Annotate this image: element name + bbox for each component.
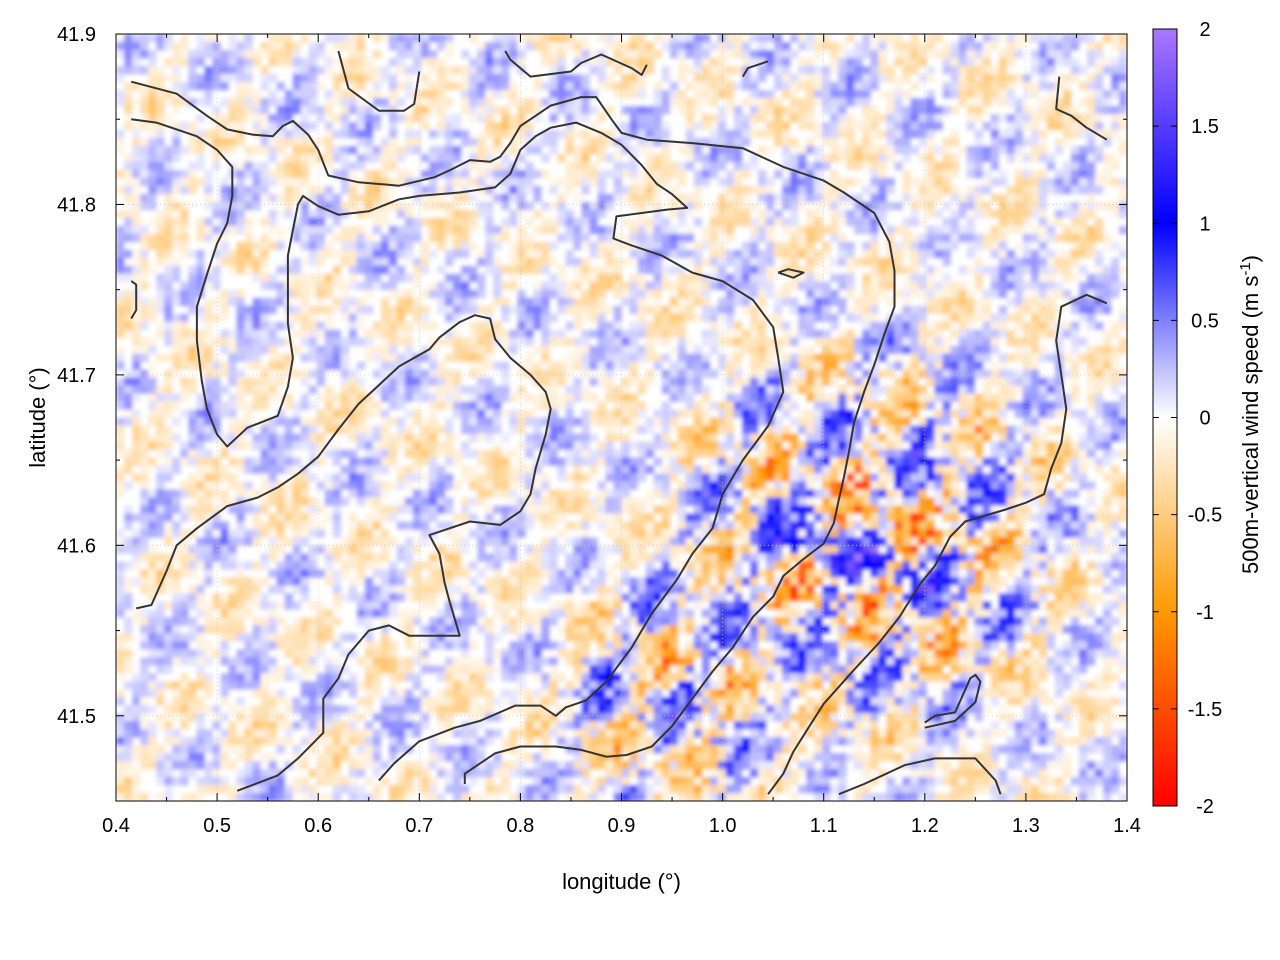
- contour-line-0: [130, 80, 896, 784]
- colorbar-tick-label: 0.5: [1191, 310, 1219, 332]
- x-tick-label: 1.1: [810, 815, 838, 837]
- x-tick-label: 0.4: [102, 815, 130, 837]
- colorbar-label-main: 500m-vertical wind speed (m s: [1238, 276, 1263, 574]
- colorbar-tick-label: -1.5: [1188, 699, 1222, 721]
- contour-line-7: [1055, 76, 1108, 141]
- x-tick-label: 1.2: [911, 815, 939, 837]
- y-axis-label: latitude (°): [25, 367, 50, 468]
- wind-field-heatmap: [116, 34, 1127, 801]
- contour-line-11: [838, 757, 1002, 796]
- contour-line-5: [504, 50, 648, 78]
- contour-line-8: [777, 268, 805, 279]
- y-tick-label: 41.5: [57, 706, 96, 728]
- contour-line-3: [130, 280, 138, 320]
- x-axis-label: longitude (°): [562, 869, 681, 894]
- contour-line-10: [924, 673, 982, 729]
- colorbar: 2 1.5 1 0.5 0 -0.5 -1 -1.5 -2 500m-vertical wind…: [1152, 19, 1264, 818]
- contour-line-9: [767, 293, 1108, 795]
- colorbar-tick-label: 1.5: [1191, 116, 1219, 138]
- x-axis: 0.4 0.5 0.6 0.7 0.8 0.9 1.0 1.1 1.2 1.3 1.4: [102, 34, 1141, 837]
- colorbar-tick-label: 1: [1199, 213, 1210, 235]
- y-tick-label: 41.8: [57, 194, 96, 216]
- contour-line-6: [741, 60, 769, 78]
- contour-line-4: [337, 50, 421, 112]
- colorbar-label-end: ): [1238, 255, 1263, 262]
- x-tick-label: 1.3: [1012, 815, 1040, 837]
- contour-line-2: [135, 314, 552, 792]
- x-tick-label: 0.6: [304, 815, 332, 837]
- y-tick-label: 41.6: [57, 535, 96, 557]
- x-tick-label: 0.8: [506, 815, 534, 837]
- y-axis: 41.5 41.6 41.7 41.8 41.9: [57, 24, 1127, 802]
- y-tick-label: 41.9: [57, 24, 96, 46]
- x-tick-label: 0.5: [203, 815, 231, 837]
- colorbar-tick-label: -1: [1196, 602, 1214, 624]
- colorbar-tick-label: -2: [1196, 796, 1214, 818]
- x-tick-label: 1.0: [709, 815, 737, 837]
- x-tick-label: 0.9: [608, 815, 636, 837]
- x-tick-label: 1.4: [1113, 815, 1141, 837]
- x-tick-label: 0.7: [405, 815, 433, 837]
- colorbar-label: 500m-vertical wind speed (m s-1): [1237, 255, 1264, 574]
- contour-line-1: [131, 118, 785, 782]
- colorbar-ticks: 2 1.5 1 0.5 0 -0.5 -1 -1.5 -2: [1153, 19, 1222, 818]
- topography-contours: [130, 50, 1108, 796]
- colorbar-tick-label: 0: [1199, 408, 1210, 430]
- plot-grid: [116, 34, 1127, 801]
- y-tick-label: 41.7: [57, 365, 96, 387]
- colorbar-tick-label: 2: [1199, 19, 1210, 41]
- colorbar-label-sup: -1: [1237, 262, 1254, 275]
- colorbar-tick-label: -0.5: [1188, 505, 1222, 527]
